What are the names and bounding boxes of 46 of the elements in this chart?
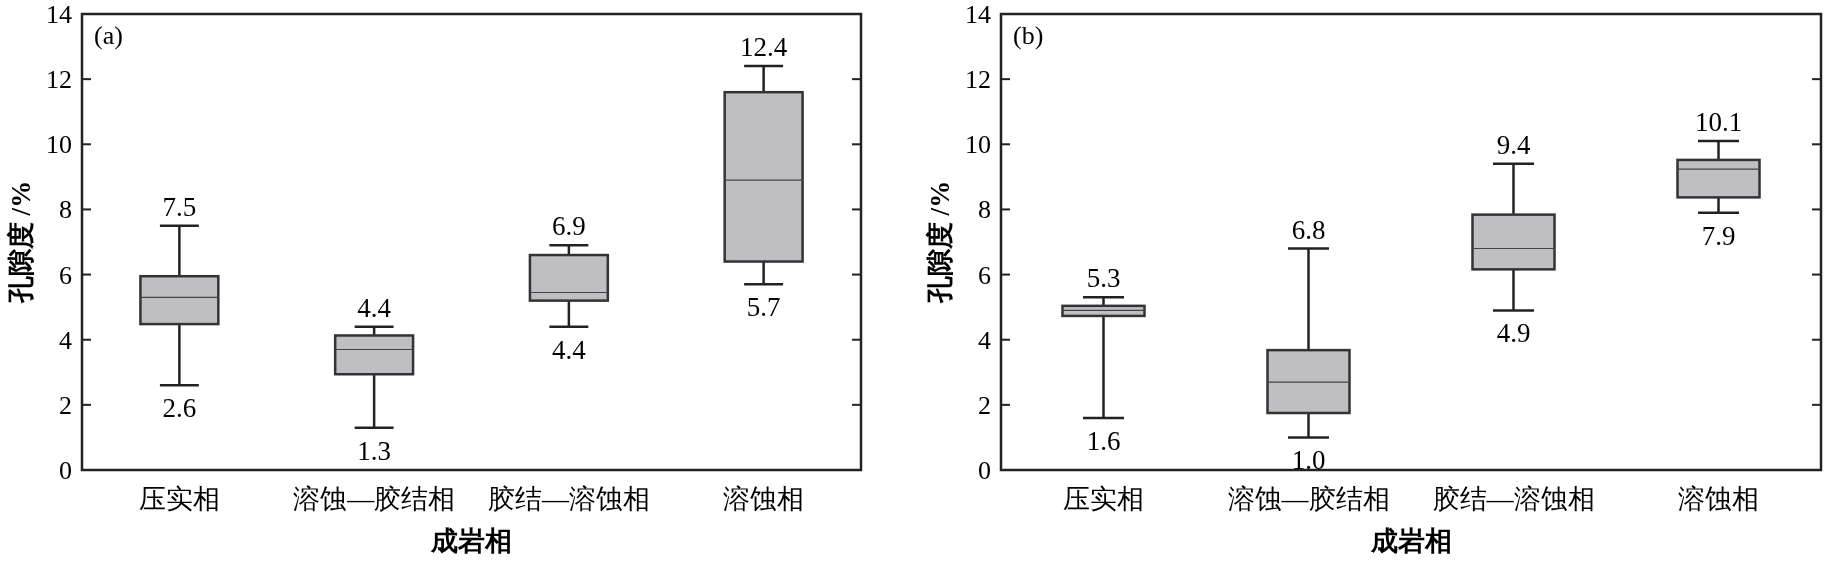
y-axis-title: 孔隙度 /% bbox=[6, 180, 36, 305]
annotation: 1.0 bbox=[1291, 445, 1326, 476]
annotation: 1.6 bbox=[1086, 425, 1121, 456]
y-tick-label: 6 bbox=[59, 260, 72, 290]
annotation: 12.4 bbox=[740, 32, 788, 63]
x-tick-label: 压实相 bbox=[1063, 484, 1144, 514]
x-tick-label: 压实相 bbox=[138, 484, 220, 514]
x-axis-title: 成岩相 bbox=[1369, 526, 1452, 556]
annotation: 7.5 bbox=[162, 191, 197, 222]
y-tick-label: 12 bbox=[46, 65, 72, 95]
annotation: 4.4 bbox=[552, 334, 587, 365]
annotation: 4.9 bbox=[1496, 318, 1531, 349]
annotation: 10.1 bbox=[1694, 107, 1743, 138]
x-tick-label: 胶结—溶蚀相 bbox=[487, 484, 650, 514]
x-tick-label: 溶蚀—胶结相 bbox=[293, 484, 456, 514]
x-axis-title: 成岩相 bbox=[430, 526, 512, 556]
annotation: 5.7 bbox=[746, 292, 781, 323]
y-tick-label: 8 bbox=[978, 195, 991, 225]
annotation: 2.6 bbox=[162, 393, 197, 424]
x-tick-label: 胶结—溶蚀相 bbox=[1432, 484, 1595, 514]
y-tick-label: 8 bbox=[59, 195, 72, 225]
x-tick-label: 溶蚀—胶结相 bbox=[1227, 484, 1390, 514]
y-tick-label: 6 bbox=[978, 260, 991, 290]
y-tick-label: 2 bbox=[59, 390, 72, 420]
y-tick-label: 2 bbox=[978, 390, 991, 420]
annotation: (b) bbox=[1013, 21, 1044, 50]
y-tick-label: 0 bbox=[978, 456, 991, 485]
annotation: 4.4 bbox=[357, 292, 392, 323]
y-tick-label: 4 bbox=[59, 325, 72, 355]
annotation: 6.8 bbox=[1291, 214, 1326, 245]
annotation: 9.4 bbox=[1496, 129, 1531, 160]
y-axis-title: 孔隙度 /% bbox=[925, 180, 955, 305]
annotation: 6.9 bbox=[552, 211, 586, 242]
annotation: 5.3 bbox=[1086, 263, 1121, 294]
y-tick-label: 14 bbox=[965, 0, 991, 29]
annotation: 1.3 bbox=[357, 435, 391, 466]
y-tick-label: 14 bbox=[46, 0, 72, 29]
annotation: (a) bbox=[94, 21, 123, 50]
y-tick-label: 12 bbox=[965, 65, 991, 95]
x-tick-label: 溶蚀相 bbox=[1678, 484, 1759, 514]
x-tick-label: 溶蚀相 bbox=[723, 484, 805, 514]
y-tick-label: 10 bbox=[46, 130, 72, 160]
y-tick-label: 10 bbox=[965, 130, 991, 160]
y-tick-label: 4 bbox=[978, 325, 991, 355]
annotation: 7.9 bbox=[1701, 220, 1736, 251]
y-tick-label: 0 bbox=[59, 456, 72, 485]
